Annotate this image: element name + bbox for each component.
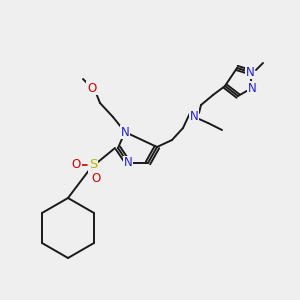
Text: O: O [71, 158, 81, 172]
Text: N: N [121, 125, 129, 139]
Text: O: O [92, 172, 100, 185]
Text: N: N [248, 82, 256, 94]
Text: N: N [124, 157, 132, 169]
Text: N: N [246, 65, 254, 79]
Text: N: N [190, 110, 198, 122]
Text: O: O [87, 82, 97, 94]
Text: S: S [89, 158, 97, 172]
